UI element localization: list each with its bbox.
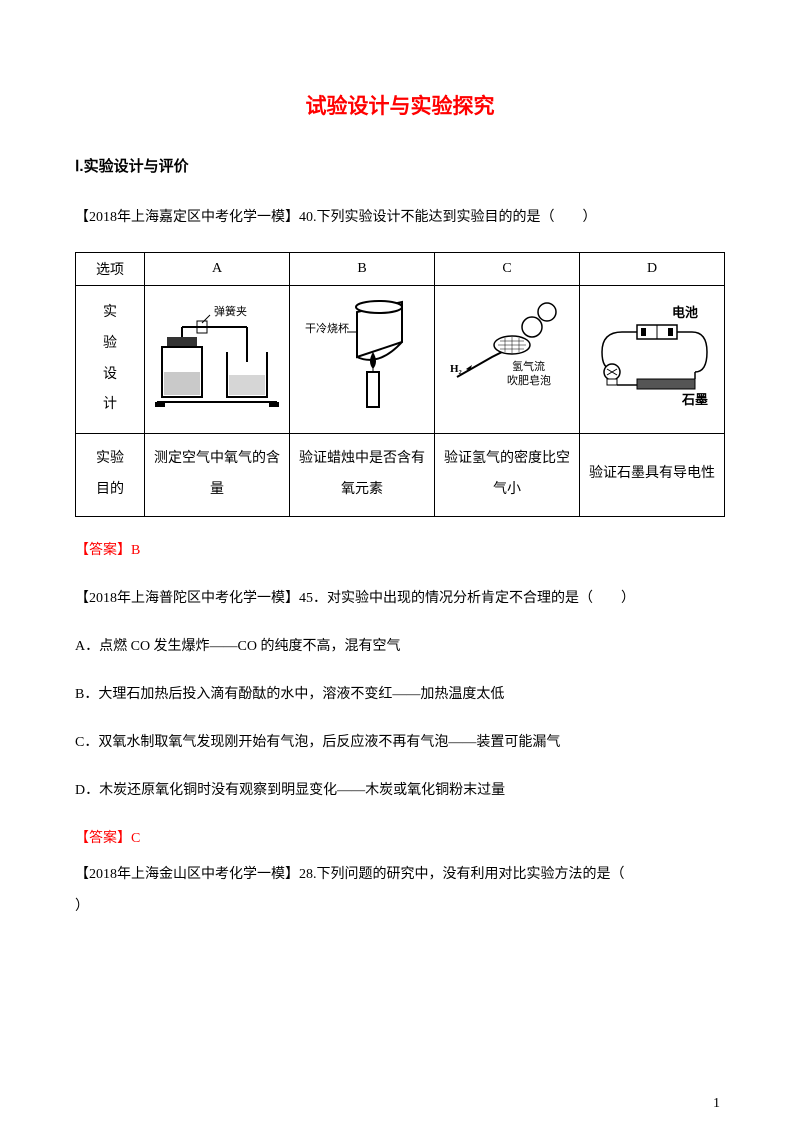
- apparatus-a-icon: 弹簧夹: [152, 297, 282, 417]
- q2-option-c: C．双氧水制取氧气发现刚开始有气泡，后反应液不再有气泡——装置可能漏气: [75, 729, 725, 757]
- cell-purpose: 验证蜡烛中是否含有氧元素: [290, 434, 435, 517]
- svg-text:氢气流: 氢气流: [512, 359, 545, 373]
- cell-diagram-b: 干冷烧杯: [290, 286, 435, 434]
- answer-value: B: [131, 543, 140, 558]
- beaker-candle-icon: 干冷烧杯: [297, 297, 427, 417]
- answer-label: 【答案】: [75, 831, 131, 846]
- hydrogen-bubble-icon: H₂ 氢气流 吹肥皂泡: [442, 297, 572, 417]
- svg-text:干冷烧杯: 干冷烧杯: [305, 321, 349, 335]
- q1-stem: 【2018年上海嘉定区中考化学一模】40.下列实验设计不能达到实验目的的是（ ）: [75, 204, 725, 232]
- svg-text:石墨: 石墨: [681, 392, 708, 407]
- q3-stem-line1: 【2018年上海金山区中考化学一模】28.下列问题的研究中，没有利用对比实验方法…: [75, 861, 725, 889]
- q1-table: 选项 A B C D 实 验 设 计 弹簧夹: [75, 252, 725, 517]
- svg-text:电池: 电池: [672, 305, 698, 320]
- q2-answer: 【答案】C: [75, 825, 725, 853]
- answer-label: 【答案】: [75, 543, 131, 558]
- page-number: 1: [713, 1096, 720, 1112]
- table-row: 实 验 设 计 弹簧夹: [76, 286, 725, 434]
- cell-purpose: 测定空气中氧气的含量: [145, 434, 290, 517]
- cell-option: B: [290, 253, 435, 286]
- svg-text:吹肥皂泡: 吹肥皂泡: [507, 373, 551, 387]
- table-row: 选项 A B C D: [76, 253, 725, 286]
- q2-option-a: A．点燃 CO 发生爆炸——CO 的纯度不高，混有空气: [75, 633, 725, 661]
- q2-option-b: B．大理石加热后投入滴有酚酞的水中，溶液不变红——加热温度太低: [75, 681, 725, 709]
- cell-option: A: [145, 253, 290, 286]
- cell-purpose: 验证石墨具有导电性: [580, 434, 725, 517]
- svg-text:H₂: H₂: [450, 363, 463, 375]
- graphite-circuit-icon: 电池: [587, 297, 717, 417]
- section-header: Ⅰ.实验设计与评价: [75, 155, 725, 176]
- page-title: 试验设计与实验探究: [75, 90, 725, 120]
- cell-row-label: 选项: [76, 253, 145, 286]
- cell-option: D: [580, 253, 725, 286]
- cell-diagram-c: H₂ 氢气流 吹肥皂泡: [435, 286, 580, 434]
- q3-stem-line2: ）: [75, 893, 725, 921]
- svg-text:弹簧夹: 弹簧夹: [214, 304, 247, 318]
- q2-option-d: D．木炭还原氧化铜时没有观察到明显变化——木炭或氧化铜粉末过量: [75, 777, 725, 805]
- cell-row-label: 实验 目的: [76, 434, 145, 517]
- answer-value: C: [131, 831, 140, 846]
- cell-diagram-d: 电池: [580, 286, 725, 434]
- cell-option: C: [435, 253, 580, 286]
- q2-stem: 【2018年上海普陀区中考化学一模】45．对实验中出现的情况分析肯定不合理的是（…: [75, 585, 725, 613]
- cell-purpose: 验证氢气的密度比空气小: [435, 434, 580, 517]
- table-row: 实验 目的 测定空气中氧气的含量 验证蜡烛中是否含有氧元素 验证氢气的密度比空气…: [76, 434, 725, 517]
- cell-row-label: 实 验 设 计: [76, 286, 145, 434]
- cell-diagram-a: 弹簧夹: [145, 286, 290, 434]
- q1-answer: 【答案】B: [75, 537, 725, 565]
